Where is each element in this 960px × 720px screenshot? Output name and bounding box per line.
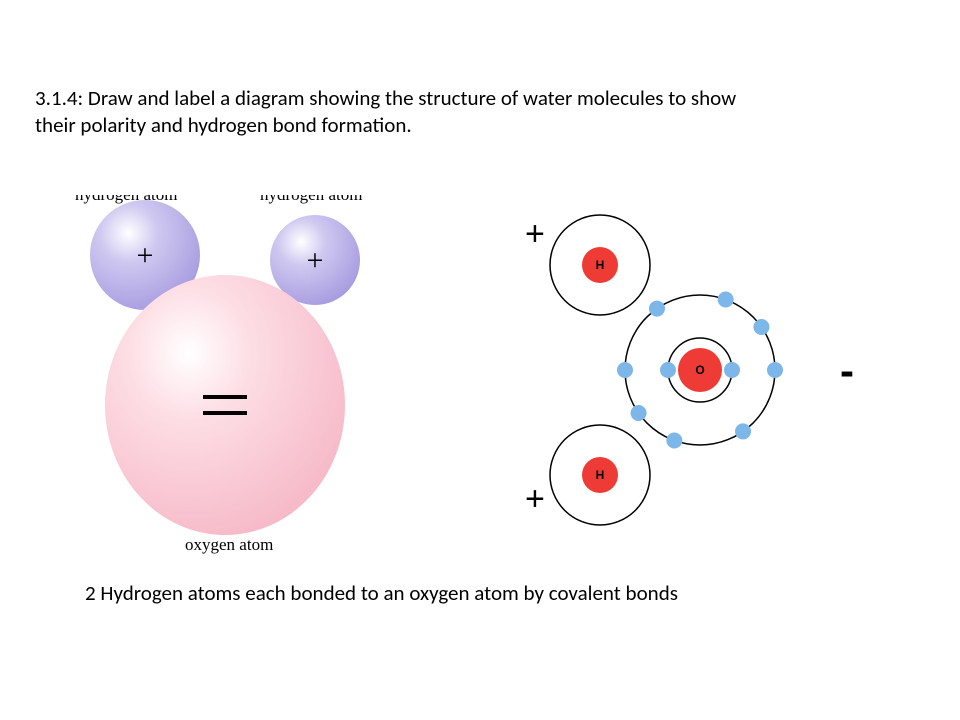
spacefill-diagram: + hydrogen atom + hydrogen atom oxygen atom <box>35 195 415 555</box>
svg-text:H: H <box>596 468 605 482</box>
svg-text:H: H <box>596 258 605 272</box>
svg-text:hydrogen atom: hydrogen atom <box>260 195 362 204</box>
bohr-diagram: O H H + + - <box>480 190 920 550</box>
svg-text:+: + <box>525 480 545 518</box>
page-title: 3.1.4: Draw and label a diagram showing … <box>35 85 775 140</box>
svg-text:hydrogen atom: hydrogen atom <box>75 195 177 204</box>
svg-text:oxygen atom: oxygen atom <box>185 535 273 554</box>
caption-text: 2 Hydrogen atoms each bonded to an oxyge… <box>85 580 678 606</box>
svg-text:-: - <box>840 347 854 394</box>
svg-text:O: O <box>695 363 704 377</box>
svg-text:+: + <box>137 239 154 272</box>
svg-text:+: + <box>525 215 545 253</box>
svg-text:+: + <box>307 244 324 277</box>
